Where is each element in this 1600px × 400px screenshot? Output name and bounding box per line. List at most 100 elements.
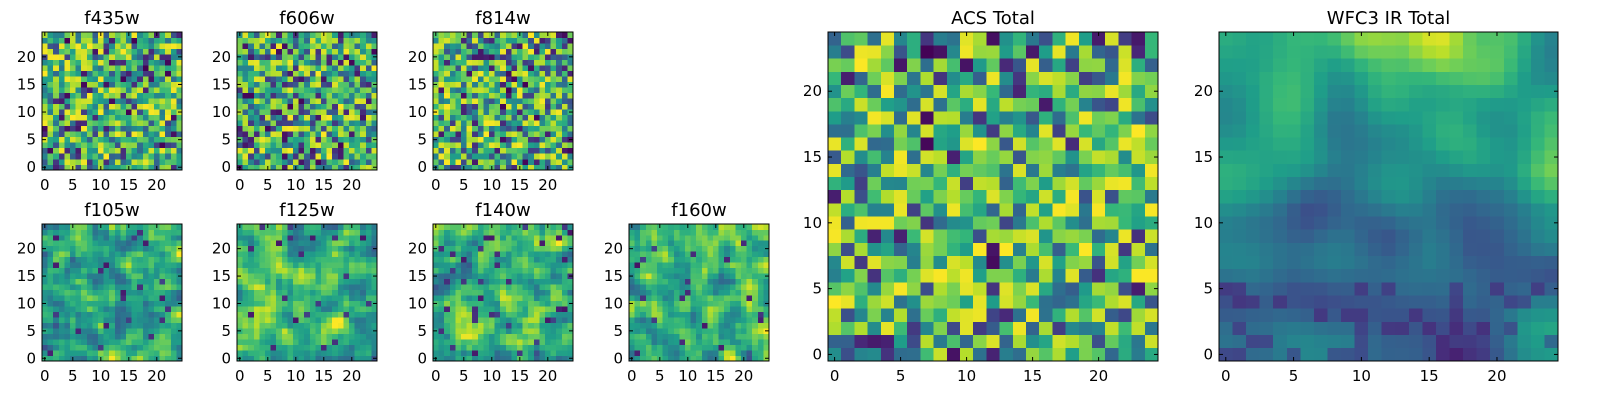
heatmap-cell	[668, 355, 675, 362]
heatmap-cell	[170, 103, 177, 110]
heatmap-cell	[713, 251, 719, 258]
x-tick-label: 5	[459, 176, 469, 194]
heatmap-cell	[170, 32, 177, 38]
heatmap-cell	[70, 136, 76, 143]
heatmap-cell	[75, 65, 82, 71]
heatmap-cell	[326, 306, 333, 312]
heatmap-cell	[170, 284, 177, 291]
heatmap-cell	[159, 234, 166, 241]
heatmap-cell	[281, 333, 288, 340]
heatmap-cell	[556, 65, 563, 71]
heatmap-cell	[500, 306, 507, 312]
heatmap-cell	[371, 43, 378, 49]
heatmap-cell	[433, 306, 439, 312]
heatmap-cell	[309, 131, 316, 138]
heatmap-cell	[567, 333, 574, 340]
heatmap-cell	[494, 136, 501, 143]
heatmap-cell	[651, 240, 658, 247]
heatmap-cell	[64, 322, 71, 329]
heatmap-cell	[1026, 282, 1040, 296]
heatmap-cell	[81, 87, 88, 94]
heatmap-cell	[907, 163, 921, 178]
heatmap-cell	[287, 114, 294, 121]
heatmap-cell	[109, 164, 116, 171]
heatmap-cell	[343, 37, 350, 44]
heatmap-cell	[148, 142, 155, 149]
heatmap-cell	[253, 125, 260, 132]
heatmap-cell	[326, 273, 333, 280]
heatmap-cell	[533, 262, 540, 269]
heatmap-cell	[629, 333, 635, 340]
heatmap-cell	[75, 147, 82, 154]
heatmap-cell	[360, 120, 367, 127]
heatmap-cell	[500, 92, 507, 99]
heatmap-cell	[332, 70, 339, 77]
heatmap-cell	[92, 136, 99, 143]
heatmap-cell	[276, 245, 283, 252]
heatmap-cell	[53, 234, 60, 241]
heatmap-cell	[550, 76, 557, 82]
heatmap-cell	[494, 339, 501, 345]
heatmap-cell	[522, 245, 529, 252]
heatmap-cell	[154, 125, 160, 132]
heatmap-cell	[449, 224, 456, 230]
heatmap-cell	[444, 322, 451, 329]
heatmap-cell	[752, 267, 759, 274]
heatmap-cell	[701, 322, 708, 329]
heatmap-cell	[477, 240, 484, 247]
heatmap-cell	[763, 240, 770, 247]
heatmap-cell	[332, 37, 339, 44]
heatmap-cell	[98, 59, 104, 66]
heatmap-cell	[1065, 255, 1080, 270]
heatmap-cell	[86, 300, 93, 307]
heatmap-cell	[433, 251, 439, 258]
heatmap-cell	[142, 142, 149, 149]
heatmap-cell	[472, 87, 479, 94]
heatmap-cell	[154, 103, 160, 110]
heatmap-cell	[126, 59, 132, 66]
heatmap-cell	[253, 267, 260, 274]
heatmap-cell	[640, 229, 647, 236]
heatmap-cell	[528, 355, 535, 362]
heatmap-cell	[763, 256, 770, 263]
heatmap-cell	[343, 289, 350, 296]
heatmap-cell	[53, 322, 60, 329]
heatmap-cell	[321, 131, 327, 138]
heatmap-cell	[304, 344, 311, 351]
heatmap-cell	[461, 322, 467, 329]
heatmap-cell	[371, 344, 378, 351]
heatmap-cell	[159, 317, 166, 323]
heatmap-cell	[42, 251, 48, 258]
heatmap-cell	[131, 147, 138, 154]
heatmap-cell	[242, 234, 249, 241]
heatmap-cell	[679, 328, 686, 334]
heatmap-cell	[142, 125, 149, 132]
heatmap-cell	[137, 234, 144, 241]
heatmap-cell	[449, 273, 456, 280]
heatmap-cell	[489, 98, 495, 105]
heatmap-cell	[304, 70, 311, 77]
heatmap-cell	[137, 164, 144, 171]
heatmap-cell	[248, 295, 255, 302]
heatmap-cell	[265, 251, 271, 258]
heatmap-cell	[629, 256, 635, 263]
heatmap-cell	[131, 289, 138, 296]
heatmap-cell	[287, 278, 294, 285]
heatmap-cell	[933, 229, 948, 243]
heatmap-cell	[109, 350, 116, 356]
heatmap-cell	[528, 147, 535, 154]
heatmap-cell	[561, 306, 568, 312]
heatmap-cell	[103, 142, 110, 149]
heatmap-cell	[120, 284, 127, 291]
heatmap-cell	[920, 295, 934, 309]
heatmap-cell	[343, 256, 350, 263]
heatmap-cell	[281, 245, 288, 252]
heatmap-cell	[539, 306, 546, 312]
heatmap-cell	[332, 92, 339, 99]
y-tick-label: 0	[221, 158, 231, 176]
heatmap-cell	[511, 37, 518, 44]
heatmap-cell	[505, 256, 512, 263]
heatmap-cell	[461, 240, 467, 247]
heatmap-cell	[828, 295, 842, 309]
